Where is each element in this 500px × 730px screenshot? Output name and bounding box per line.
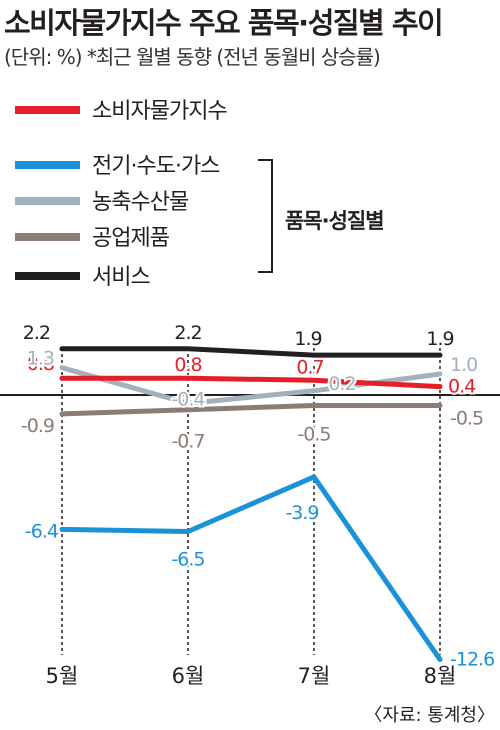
- data-label-halo: 1.0: [450, 354, 477, 376]
- data-point: [60, 412, 64, 416]
- data-label: -0.5: [450, 408, 483, 430]
- data-point: [60, 376, 64, 380]
- data-label-halo: -12.6: [450, 649, 494, 671]
- data-label-halo: -6.5: [171, 549, 204, 571]
- data-label-halo: 1.9: [294, 328, 321, 350]
- data-label-halo: 0.2: [328, 373, 355, 395]
- data-label: 0.8: [174, 354, 201, 376]
- data-label: 0.7: [296, 356, 323, 378]
- legend-bracket: [258, 159, 273, 273]
- data-label-halo: -0.5: [297, 424, 330, 446]
- data-point: [438, 658, 442, 662]
- data-label-halo: 1.9: [426, 328, 453, 350]
- data-label: 1.3: [27, 348, 54, 370]
- data-point: [186, 530, 190, 533]
- data-label-halo: 0.7: [296, 356, 323, 378]
- data-label: 2.2: [174, 322, 201, 344]
- data-label: 1.0: [450, 354, 477, 376]
- legend-label: 소비자물가지수: [92, 99, 227, 124]
- data-point: [60, 366, 64, 370]
- x-tick-label: 8월: [424, 664, 457, 688]
- data-label: 1.9: [294, 328, 321, 350]
- data-label-halo: -0.7: [171, 431, 204, 453]
- data-point: [186, 347, 190, 351]
- data-label-halo: 1.3: [27, 348, 54, 370]
- chart-subtitle: (단위: %) *최근 월별 동향 (전년 동월비 상승률): [4, 45, 381, 69]
- data-point: [438, 372, 442, 376]
- data-label: 2.2: [23, 322, 50, 344]
- data-point: [312, 475, 316, 479]
- legend-label: 전기·수도·가스: [92, 154, 220, 179]
- x-tick-label: 7월: [298, 664, 331, 688]
- data-label: -0.5: [297, 424, 330, 446]
- data-point: [312, 378, 316, 382]
- legend-group-label: 품목·성질별: [285, 209, 384, 233]
- data-label-halo: -0.4: [171, 388, 205, 410]
- data-label-halo: -3.9: [285, 502, 318, 524]
- data-point: [312, 353, 316, 357]
- x-tick-label: 6월: [172, 664, 205, 688]
- series-line: [59, 474, 443, 663]
- data-label: -0.7: [171, 431, 204, 453]
- series-line: [59, 403, 443, 417]
- data-label: 1.9: [426, 328, 453, 350]
- data-label-halo: 0.8: [174, 354, 201, 376]
- data-point: [60, 347, 64, 351]
- data-point: [438, 353, 442, 357]
- data-label-halo: 2.2: [174, 322, 201, 344]
- data-point: [312, 389, 316, 393]
- data-point: [438, 404, 442, 407]
- plot-area: 5월 6월 7월 8월0.80.8 0.80.8 0.70.70.40.4-6.4-6.4…: [0, 320, 500, 688]
- series-line: [59, 375, 443, 390]
- data-label: -0.9: [21, 415, 54, 437]
- data-point: [312, 404, 316, 407]
- legend-label: 공업제품: [92, 226, 170, 251]
- data-label-halo: 0.8: [27, 353, 54, 375]
- data-label: -0.4: [171, 388, 205, 410]
- source-note: 〈자료: 통계청〉: [364, 705, 495, 726]
- data-point: [186, 408, 190, 412]
- data-label: 0.4: [448, 376, 476, 398]
- data-point: [186, 401, 190, 405]
- x-tick-label: 5월: [46, 664, 79, 688]
- legend-label: 서비스: [92, 265, 150, 290]
- data-label: -6.5: [171, 549, 204, 571]
- data-label: 0.8: [27, 353, 54, 375]
- data-label-halo: -0.5: [450, 408, 483, 430]
- legend-label: 농축수산물: [92, 190, 189, 215]
- data-point: [186, 376, 190, 380]
- chart-title: 소비자물가지수 주요 품목·성질별 추이: [4, 6, 444, 40]
- data-label: -6.4: [25, 520, 59, 542]
- data-label: -12.6: [450, 649, 494, 671]
- series-line: [59, 346, 443, 358]
- data-point: [60, 527, 64, 531]
- data-label: -3.9: [285, 502, 318, 524]
- data-label: 0.2: [328, 373, 355, 395]
- data-point: [438, 385, 442, 389]
- data-label-halo: -0.9: [21, 415, 54, 437]
- data-label-halo: 0.4: [448, 376, 476, 398]
- data-label-halo: -6.4: [25, 520, 59, 542]
- data-label-halo: 2.2: [23, 322, 50, 344]
